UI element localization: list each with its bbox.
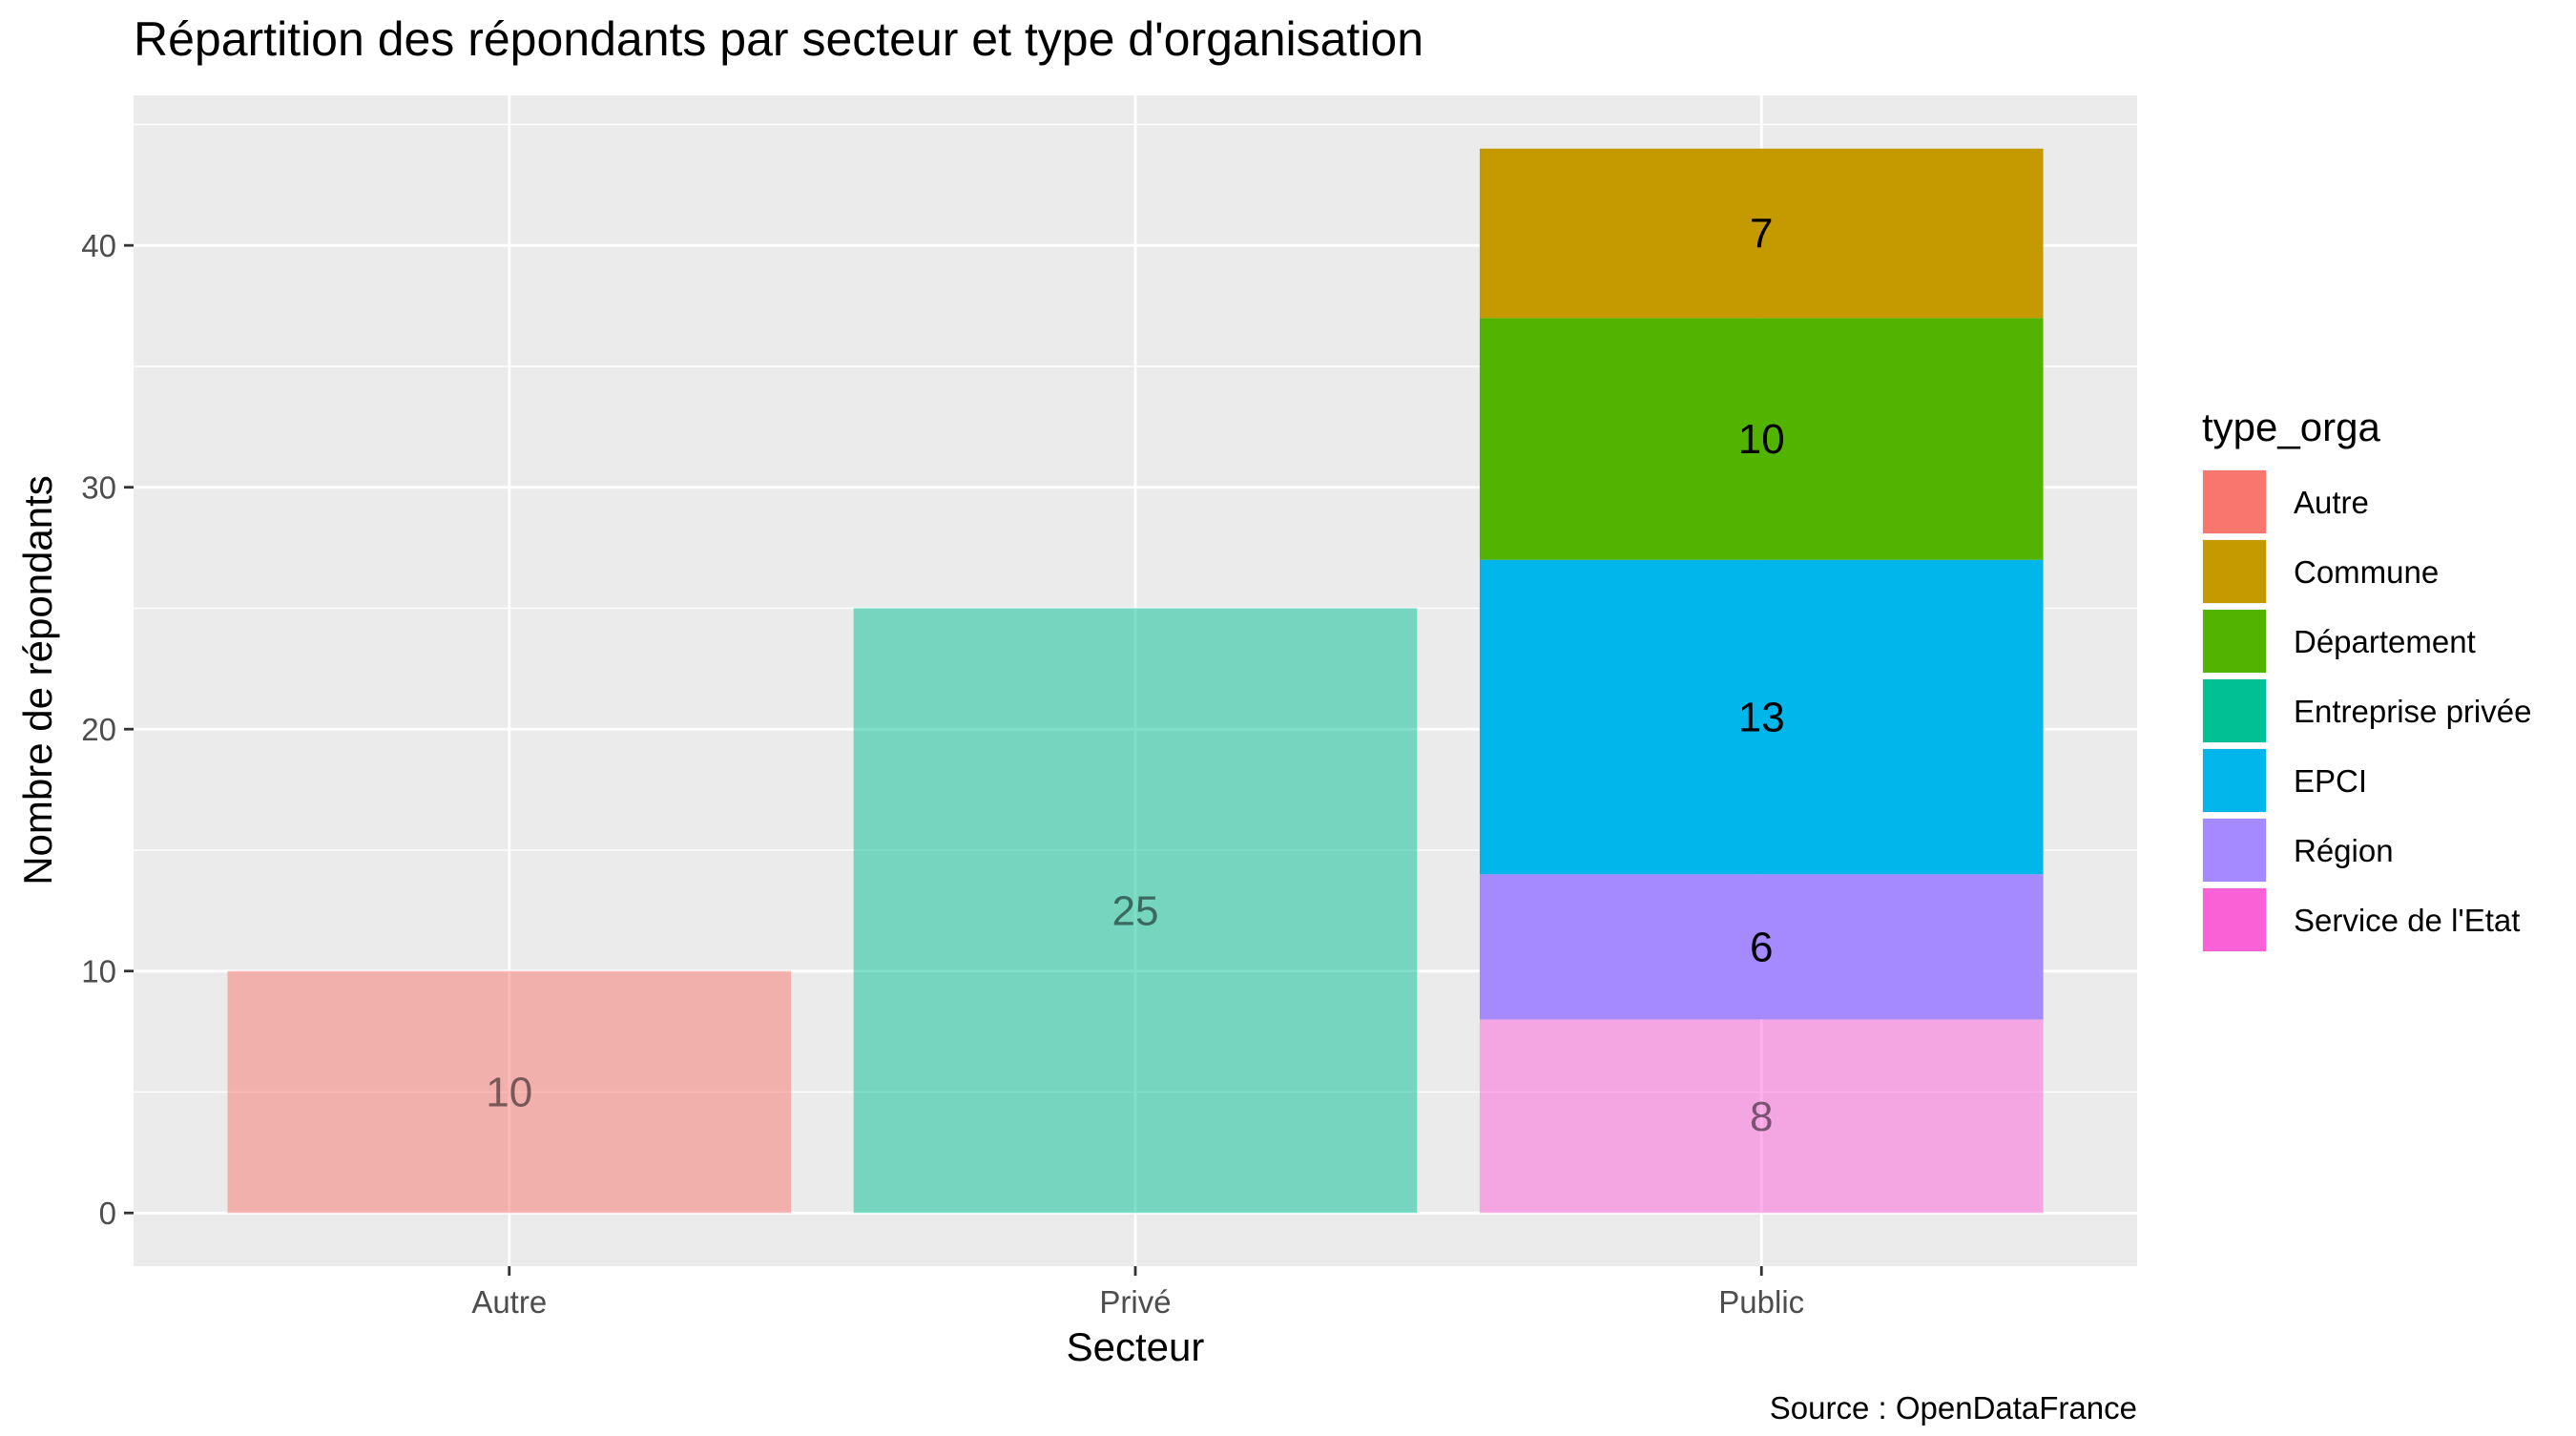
y-axis: 0 10 20 30 40 <box>81 228 134 1231</box>
legend-key-entreprise-privee <box>2203 679 2266 742</box>
legend-label-region: Région <box>2294 833 2394 868</box>
bar-label-public-service-de-l-etat: 8 <box>1750 1093 1773 1140</box>
bar-prive-entreprise-privee <box>853 608 1418 1214</box>
legend-label-autre: Autre <box>2294 485 2369 520</box>
bar-value-labels: 10 25 8 6 13 10 7 <box>486 211 1784 1140</box>
x-axis: Autre Privé Public <box>471 1266 1804 1320</box>
legend-key-departement <box>2203 610 2266 673</box>
chart-caption: Source : OpenDataFrance <box>1770 1390 2137 1426</box>
y-tick-label: 0 <box>99 1196 116 1231</box>
legend-label-epci: EPCI <box>2294 763 2367 799</box>
legend-key-autre <box>2203 470 2266 533</box>
legend-label-commune: Commune <box>2294 554 2439 590</box>
y-tick-label: 10 <box>81 954 116 989</box>
bar-label-public-epci: 13 <box>1738 695 1785 741</box>
bar-label-autre-autre: 10 <box>486 1069 532 1115</box>
bar-label-public-region: 6 <box>1750 924 1773 970</box>
bar-public-epci <box>1479 559 2044 875</box>
y-tick-label: 30 <box>81 470 116 506</box>
legend-key-epci <box>2203 749 2266 812</box>
bar-public-commune <box>1479 148 2044 319</box>
y-axis-title: Nombre de répondants <box>15 475 60 885</box>
x-tick-label-public: Public <box>1718 1284 1804 1320</box>
legend-key-service-de-l-etat <box>2203 888 2266 951</box>
y-tick-label: 20 <box>81 712 116 747</box>
y-tick-label: 40 <box>81 228 116 263</box>
legend-items: Autre Commune Département Entreprise privée… <box>2202 469 2531 952</box>
legend-label-departement: Département <box>2294 624 2476 659</box>
legend: type_orga Autre Commune Département Entrepr… <box>2202 405 2531 952</box>
legend-label-entreprise-privee: Entreprise privée <box>2294 694 2531 729</box>
x-tick-label-autre: Autre <box>471 1284 547 1320</box>
bar-autre-autre <box>227 970 792 1214</box>
bar-public-region <box>1479 874 2044 1020</box>
x-axis-title: Secteur <box>1067 1324 1205 1369</box>
chart-title: Répartition des répondants par secteur e… <box>134 12 1423 66</box>
legend-title: type_orga <box>2202 405 2380 449</box>
bar-label-prive-entreprise-privee: 25 <box>1112 887 1159 934</box>
bar-label-public-commune: 7 <box>1750 211 1773 258</box>
bar-public-service-de-l-etat <box>1479 1019 2044 1214</box>
bar-public-departement <box>1479 318 2044 560</box>
bar-segments <box>227 148 2044 1214</box>
legend-key-commune <box>2203 540 2266 603</box>
legend-key-region <box>2203 819 2266 882</box>
x-tick-label-prive: Privé <box>1099 1284 1171 1320</box>
legend-label-service-de-l-etat: Service de l'Etat <box>2294 903 2520 938</box>
bar-label-public-departement: 10 <box>1738 416 1785 463</box>
